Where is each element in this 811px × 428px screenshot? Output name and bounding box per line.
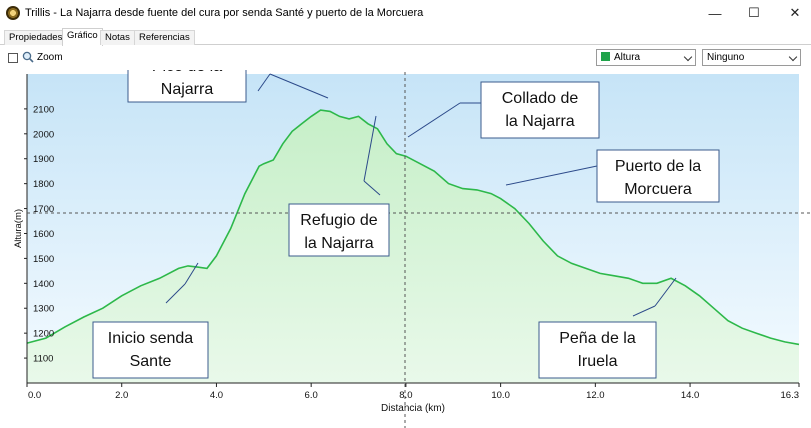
tab-referencias[interactable]: Referencias [134, 30, 195, 45]
callout-leader-line [269, 73, 329, 99]
callout-box [480, 81, 600, 139]
callout-line2: la Najarra [304, 235, 373, 252]
callout-line1: Refugio de [300, 212, 377, 229]
zoom-checkbox[interactable] [8, 53, 18, 63]
y-tick-label: 1300 [33, 304, 54, 315]
elevation-area [27, 110, 799, 383]
x-tick-label: 10.0 [491, 390, 510, 401]
series-select-value: Altura [614, 52, 641, 63]
y-tick-label: 1400 [33, 279, 54, 290]
title-bar: Trillis - La Najarra desde fuente del cu… [0, 0, 811, 27]
app-logo-icon [6, 6, 20, 20]
callout-box [92, 321, 209, 379]
zoom-label: Zoom [37, 52, 63, 63]
y-tick-label: 1500 [33, 254, 54, 265]
callout-label: Inicio senda Sante [92, 321, 209, 379]
callout-box [127, 70, 247, 103]
callout-line1: Inicio senda [108, 330, 193, 347]
callout-label: Peña de la Iruela [538, 321, 657, 379]
callout-line2: la Najarra [505, 113, 574, 130]
x-tick-label: 16.3 [781, 390, 800, 401]
x-axis-title: Distancia (km) [381, 403, 445, 414]
callout-leader-line [363, 115, 377, 182]
tab-grafico[interactable]: Gráfico [62, 28, 103, 46]
y-tick-label: 2100 [33, 104, 54, 115]
callout-label: Puerto de la Morcuera [596, 149, 720, 203]
y-tick-label: 1800 [33, 179, 54, 190]
y-tick-label: 1700 [33, 204, 54, 215]
callout-leader-line [632, 305, 656, 317]
callout-line1: Peña de la [559, 330, 636, 347]
callout-label: Refugio de la Najarra [288, 203, 390, 257]
callout-line2: Sante [130, 353, 172, 370]
callout-label: Pico de la Najarra [127, 70, 247, 103]
x-tick-label: 14.0 [681, 390, 700, 401]
y-tick-label: 1600 [33, 229, 54, 240]
minimize-button[interactable]: — [708, 5, 722, 21]
callout-leader-line [184, 262, 199, 285]
y-tick-label: 1100 [33, 354, 53, 365]
chevron-down-icon [683, 52, 693, 62]
y-tick-label: 1900 [33, 154, 54, 165]
series-select[interactable]: Altura [596, 49, 696, 66]
tab-propiedades[interactable]: Propiedades [4, 30, 68, 45]
callout-leader-line [165, 283, 186, 304]
callout-label: Collado de la Najarra [480, 81, 600, 139]
y-tick-label: 1200 [33, 329, 54, 340]
maximize-button[interactable]: ☐ [748, 5, 760, 20]
callout-leader-line [257, 73, 271, 92]
callout-box [596, 149, 720, 203]
x-tick-label: 4.0 [210, 390, 223, 401]
x-tick-label: 2.0 [115, 390, 128, 401]
callout-box [538, 321, 657, 379]
callout-line1: Pico de la [152, 70, 222, 75]
x-tick-label: 8.0 [399, 390, 412, 401]
window-title: Trillis - La Najarra desde fuente del cu… [25, 7, 424, 19]
callout-line2: Najarra [161, 81, 214, 98]
tab-strip: Propiedades Gráfico Notas Referencias [0, 28, 811, 46]
x-tick-label: 12.0 [586, 390, 605, 401]
secondary-select-value: Ninguno [707, 52, 745, 63]
callout-line2: Iruela [577, 353, 617, 370]
elevation-profile-chart[interactable]: 1100 1200 1300 1400 1500 1600 1700 1800 1900 2000… [0, 70, 811, 428]
callout-leader-line [654, 277, 677, 307]
callout-line1: Collado de [502, 90, 579, 107]
tab-notas[interactable]: Notas [100, 30, 135, 45]
x-tick-label: 0.0 [28, 390, 41, 401]
callout-leader-line [505, 165, 598, 186]
callout-line2: Morcuera [624, 181, 692, 198]
series-color-swatch [601, 52, 610, 61]
chevron-down-icon [788, 52, 798, 62]
x-tick-label: 6.0 [305, 390, 318, 401]
magnifier-icon [22, 51, 34, 63]
y-tick-label: 2000 [33, 129, 54, 140]
callout-leader-line [407, 102, 461, 138]
callout-leader-line [363, 180, 381, 196]
secondary-series-select[interactable]: Ninguno [702, 49, 801, 66]
callout-box [288, 203, 390, 257]
y-axis-title: Altura(m) [13, 209, 24, 248]
close-button[interactable]: ✕ [789, 5, 801, 20]
callout-line1: Puerto de la [615, 158, 701, 175]
